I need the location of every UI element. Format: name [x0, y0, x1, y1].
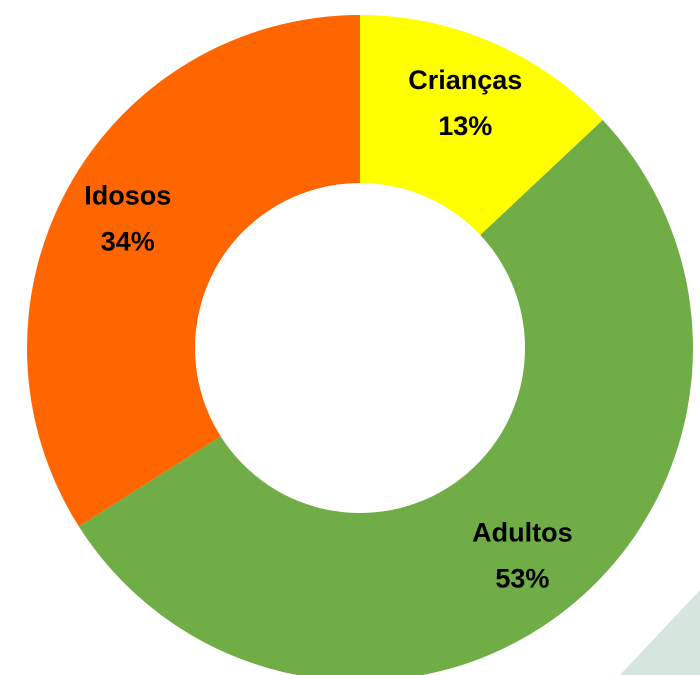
donut-slice	[26, 15, 360, 527]
slice-label: Crianças	[408, 65, 522, 95]
donut-slice	[360, 15, 603, 236]
donut-slice	[78, 120, 693, 675]
value-label: 53%	[495, 564, 549, 594]
slice-label: Idosos	[84, 180, 171, 210]
value-label: 13%	[438, 111, 492, 141]
decoration	[620, 590, 700, 675]
slice-label: Adultos	[472, 518, 573, 548]
value-label: 34%	[101, 226, 155, 256]
